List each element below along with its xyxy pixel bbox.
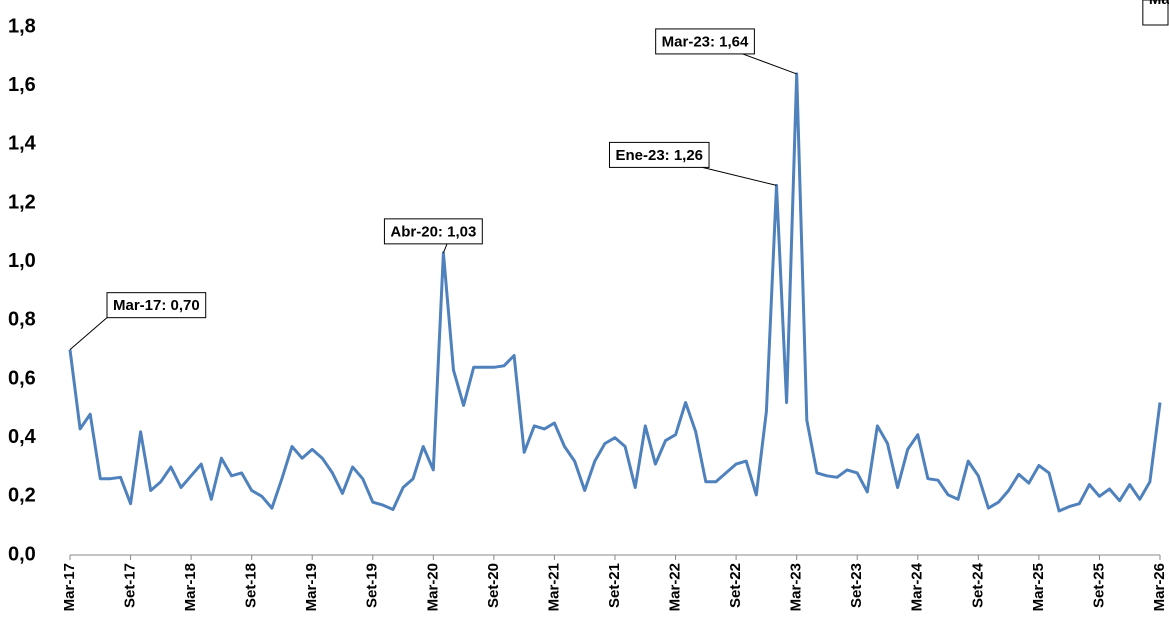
x-tick-label: Set-25 [1090, 563, 1107, 608]
x-tick-label: Mar-19 [303, 563, 320, 611]
callout-leader [442, 242, 448, 254]
y-tick-label: 1,4 [8, 133, 37, 155]
y-tick-label: 0,0 [8, 543, 36, 565]
callout-box [655, 28, 755, 55]
data-label: Ene-23: 1,26 [615, 147, 703, 164]
x-tick-label: Mar-26 [1151, 563, 1168, 611]
data-label: Abr-20: 1,03 [390, 223, 476, 240]
y-tick-label: 1,6 [8, 74, 36, 96]
x-tick-label: Mar-23 [788, 563, 805, 611]
x-tick-label: Mar-18 [182, 563, 199, 611]
x-tick-label: Set-17 [122, 563, 139, 608]
data-label: Mar-26; 0,52 [1149, 0, 1169, 8]
x-tick-label: Mar-21 [545, 563, 562, 611]
x-tick-label: Set-24 [969, 562, 986, 608]
x-tick-label: Mar-17 [61, 563, 78, 611]
x-tick-label: Set-20 [485, 563, 502, 608]
callout-box [608, 141, 710, 168]
callout-box [106, 292, 207, 319]
callout-box [383, 218, 483, 245]
y-tick-label: 0,4 [8, 426, 37, 448]
callout-box [1142, 0, 1169, 26]
x-tick-label: Set-21 [606, 563, 623, 608]
x-tick-label: Mar-20 [424, 563, 441, 611]
data-label: Mar-17: 0,70 [113, 297, 200, 314]
y-tick-label: 1,2 [8, 191, 36, 213]
y-tick-label: 0,6 [8, 367, 36, 389]
callout-leader [742, 53, 797, 75]
x-tick-label: Set-22 [727, 563, 744, 608]
data-label: Mar-23: 1,64 [662, 33, 749, 50]
y-tick-label: 1,8 [8, 15, 36, 37]
x-tick-label: Set-19 [364, 563, 381, 608]
y-tick-label: 0,2 [8, 485, 36, 507]
y-tick-label: 1,0 [8, 250, 36, 272]
x-tick-label: Set-23 [848, 563, 865, 608]
callout-leader [702, 166, 777, 186]
x-tick-label: Mar-24 [909, 562, 926, 611]
x-tick-label: Mar-25 [1030, 563, 1047, 611]
callout-leader [69, 317, 108, 351]
line-series [68, 72, 1162, 513]
y-tick-label: 0,8 [8, 309, 36, 331]
x-tick-label: Set-18 [243, 563, 260, 608]
x-tick-label: Mar-22 [667, 563, 684, 611]
